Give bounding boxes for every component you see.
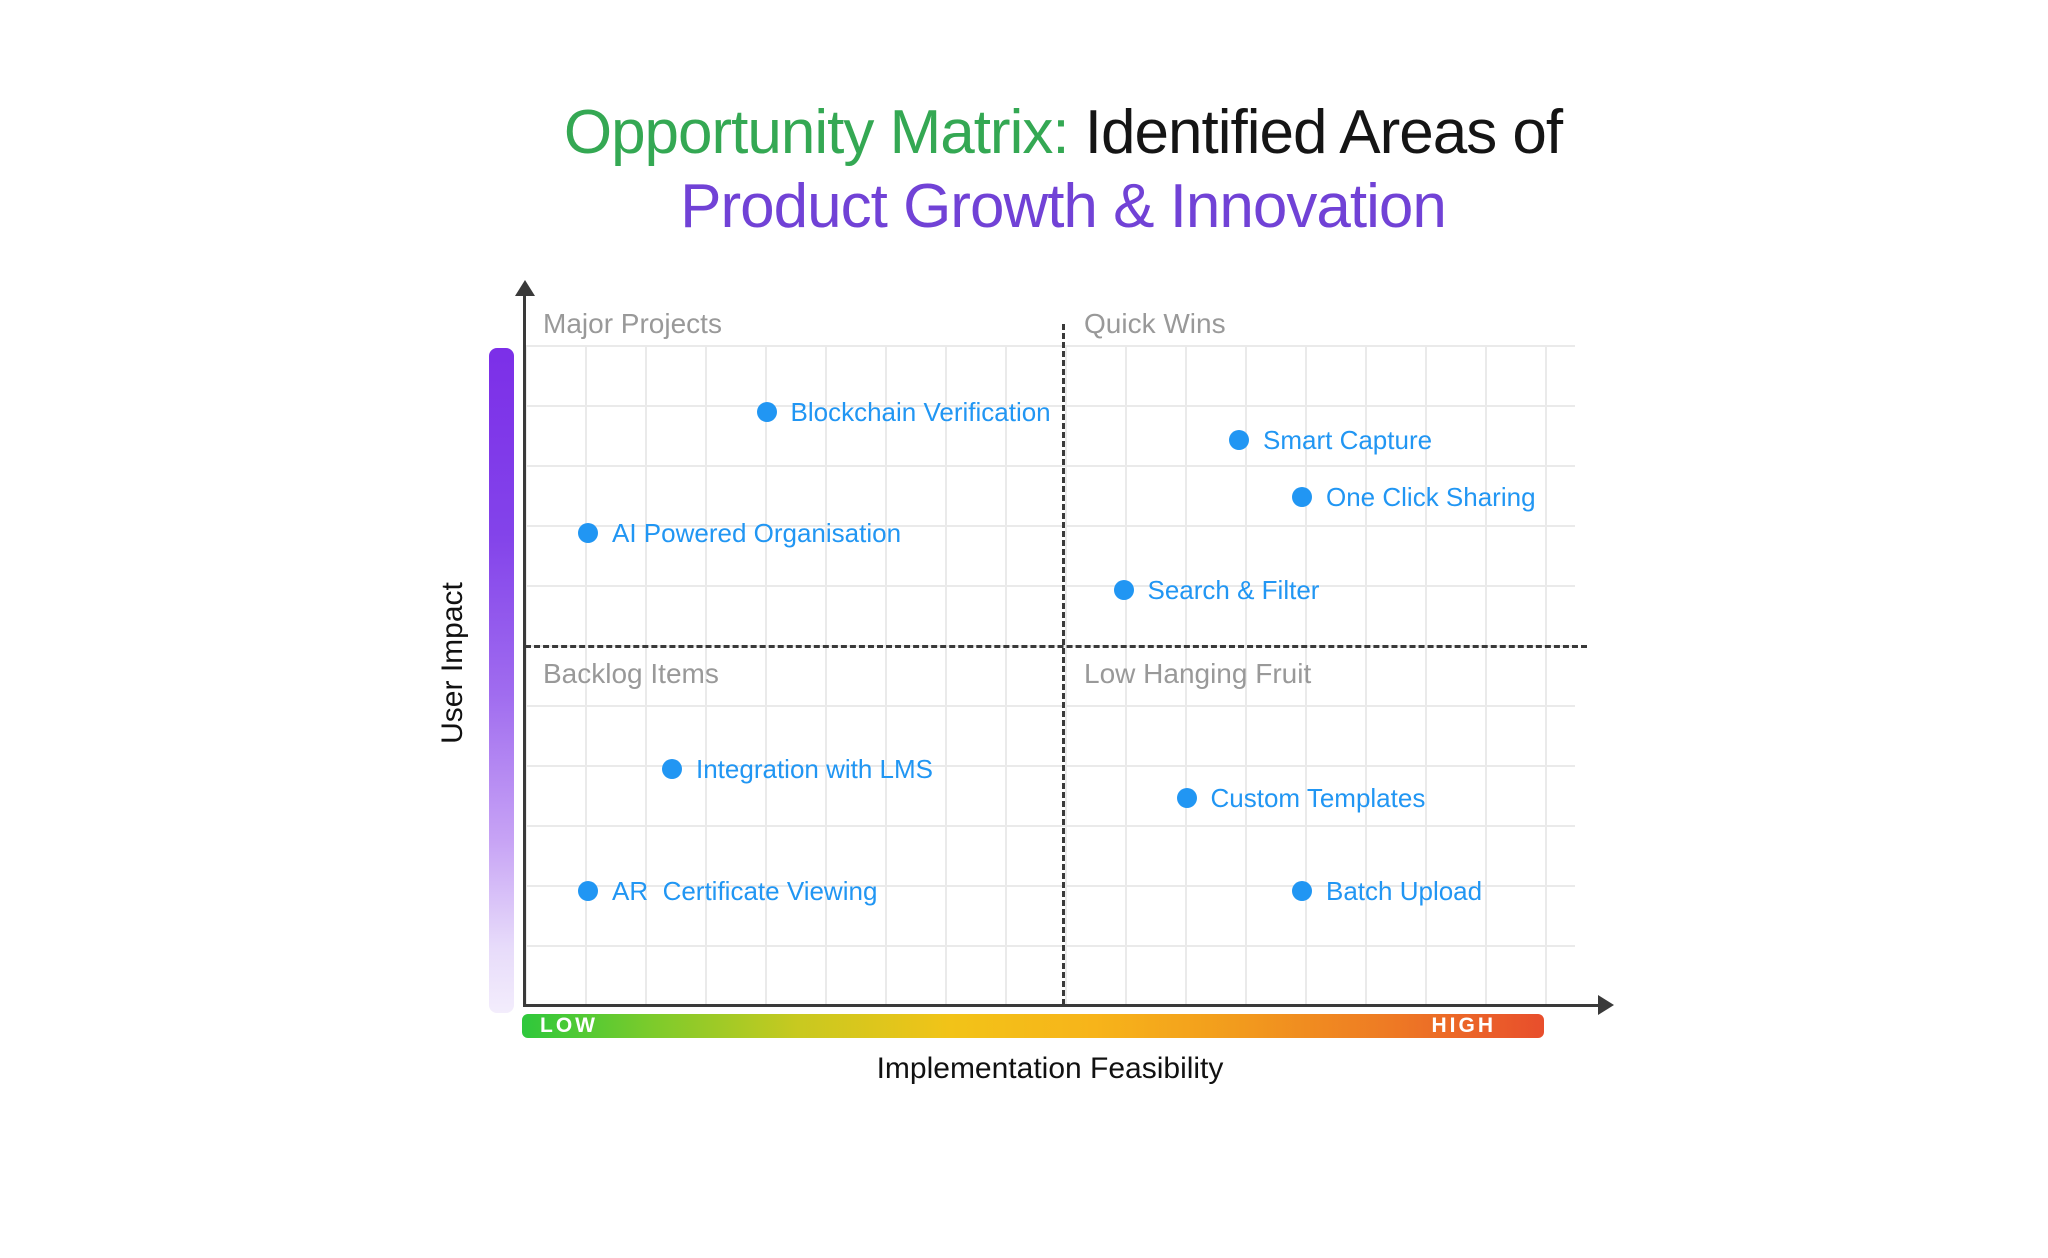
- quadrant-label-major-projects: Major Projects: [543, 308, 722, 339]
- point-label: AI Powered Organisation: [612, 518, 902, 549]
- point-label: Batch Upload: [1326, 875, 1483, 906]
- data-point: Search & Filter: [1113, 575, 1320, 606]
- data-point: Custom Templates: [1176, 782, 1426, 813]
- y-axis-arrow-icon: [515, 280, 535, 296]
- plot-grid: [525, 345, 1575, 1005]
- point-label: Smart Capture: [1263, 425, 1433, 456]
- point-marker: [1292, 880, 1312, 901]
- user-impact-gradient-bar: [489, 348, 514, 1013]
- point-marker: [578, 880, 598, 901]
- point-label: AR Certificate Viewing: [612, 875, 878, 906]
- point-label: Integration with LMS: [696, 754, 934, 785]
- title-highlight: Opportunity Matrix:: [563, 97, 1070, 167]
- point-marker: [756, 401, 777, 422]
- point-label: Blockchain Verification: [790, 396, 1051, 427]
- points-layer: Blockchain Verification Smart Capture One …: [525, 290, 1575, 1005]
- data-point: Smart Capture: [1229, 425, 1432, 455]
- quadrant-label-backlog-items: Backlog Items: [543, 658, 719, 689]
- point-label: Search & Filter: [1147, 575, 1320, 606]
- low-scale-label: LOW: [540, 1014, 598, 1037]
- data-point: Blockchain Verification: [756, 396, 1051, 427]
- point-marker: [1113, 580, 1134, 601]
- quadrant-divider-vertical: [1062, 324, 1065, 1005]
- feasibility-gradient-bar: LOW HIGH: [522, 1014, 1544, 1038]
- high-scale-label: HIGH: [1431, 1014, 1496, 1037]
- quadrant-label-low-hanging-fruit: Low Hanging Fruit: [1084, 658, 1312, 689]
- title-rest: Identified Areas of: [1068, 97, 1563, 167]
- point-label: One Click Sharing: [1326, 482, 1536, 513]
- point-marker: [1229, 430, 1249, 451]
- data-point: AI Powered Organisation: [578, 518, 901, 548]
- x-axis-arrow-icon: [1598, 995, 1614, 1015]
- data-point: Batch Upload: [1292, 876, 1482, 906]
- point-marker: [662, 759, 682, 780]
- x-axis-title: Implementation Feasibility: [876, 1052, 1224, 1085]
- point-marker: [578, 523, 598, 544]
- point-label: Custom Templates: [1210, 782, 1426, 813]
- data-point: One Click Sharing: [1292, 482, 1536, 512]
- title-line2: Product Growth & Innovation: [680, 171, 1447, 241]
- y-axis-title: User Impact: [436, 582, 469, 744]
- quadrant-label-quick-wins: Quick Wins: [1084, 308, 1226, 339]
- data-point: AR Certificate Viewing: [578, 876, 877, 906]
- point-marker: [1292, 487, 1312, 508]
- x-axis-line: [523, 1004, 1603, 1007]
- quadrant-divider-horizontal: [525, 645, 1587, 648]
- page-title: Opportunity Matrix: Identified Areas of …: [463, 96, 1663, 244]
- y-axis-line: [523, 290, 526, 1007]
- point-marker: [1176, 787, 1197, 808]
- data-point: Integration with LMS: [662, 754, 933, 784]
